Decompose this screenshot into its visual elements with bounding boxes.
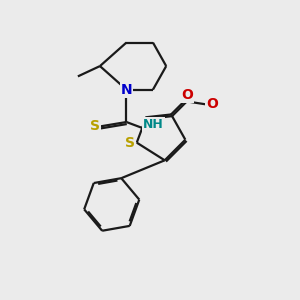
Text: S: S (125, 136, 135, 150)
Text: O: O (181, 88, 193, 102)
Text: N: N (121, 82, 132, 97)
Text: O: O (206, 98, 218, 111)
Text: S: S (90, 119, 100, 133)
Text: NH: NH (143, 118, 164, 131)
